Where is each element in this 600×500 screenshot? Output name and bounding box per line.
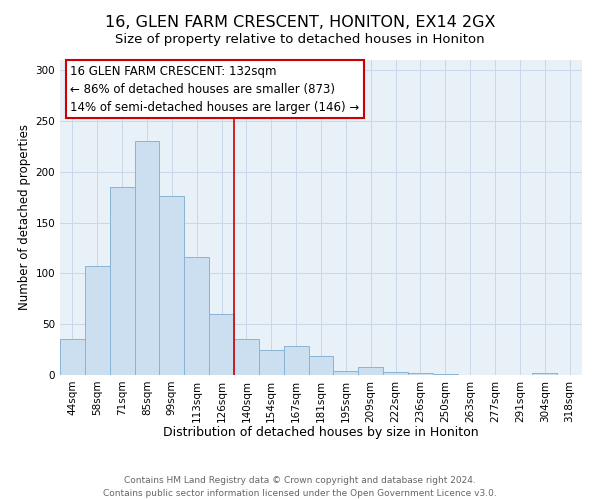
- X-axis label: Distribution of detached houses by size in Honiton: Distribution of detached houses by size …: [163, 426, 479, 439]
- Text: 16, GLEN FARM CRESCENT, HONITON, EX14 2GX: 16, GLEN FARM CRESCENT, HONITON, EX14 2G…: [105, 15, 495, 30]
- Text: 16 GLEN FARM CRESCENT: 132sqm
← 86% of detached houses are smaller (873)
14% of : 16 GLEN FARM CRESCENT: 132sqm ← 86% of d…: [70, 64, 359, 114]
- Bar: [110, 187, 134, 375]
- Bar: [184, 257, 209, 375]
- Text: Contains HM Land Registry data © Crown copyright and database right 2024.
Contai: Contains HM Land Registry data © Crown c…: [103, 476, 497, 498]
- Bar: [433, 374, 458, 375]
- Bar: [85, 266, 110, 375]
- Bar: [60, 340, 85, 375]
- Bar: [383, 372, 408, 375]
- Bar: [408, 373, 433, 375]
- Bar: [209, 314, 234, 375]
- Bar: [358, 367, 383, 375]
- Bar: [284, 346, 308, 375]
- Y-axis label: Number of detached properties: Number of detached properties: [18, 124, 31, 310]
- Bar: [160, 196, 184, 375]
- Bar: [134, 142, 160, 375]
- Bar: [308, 356, 334, 375]
- Bar: [234, 340, 259, 375]
- Text: Size of property relative to detached houses in Honiton: Size of property relative to detached ho…: [115, 32, 485, 46]
- Bar: [334, 371, 358, 375]
- Bar: [259, 350, 284, 375]
- Bar: [532, 373, 557, 375]
